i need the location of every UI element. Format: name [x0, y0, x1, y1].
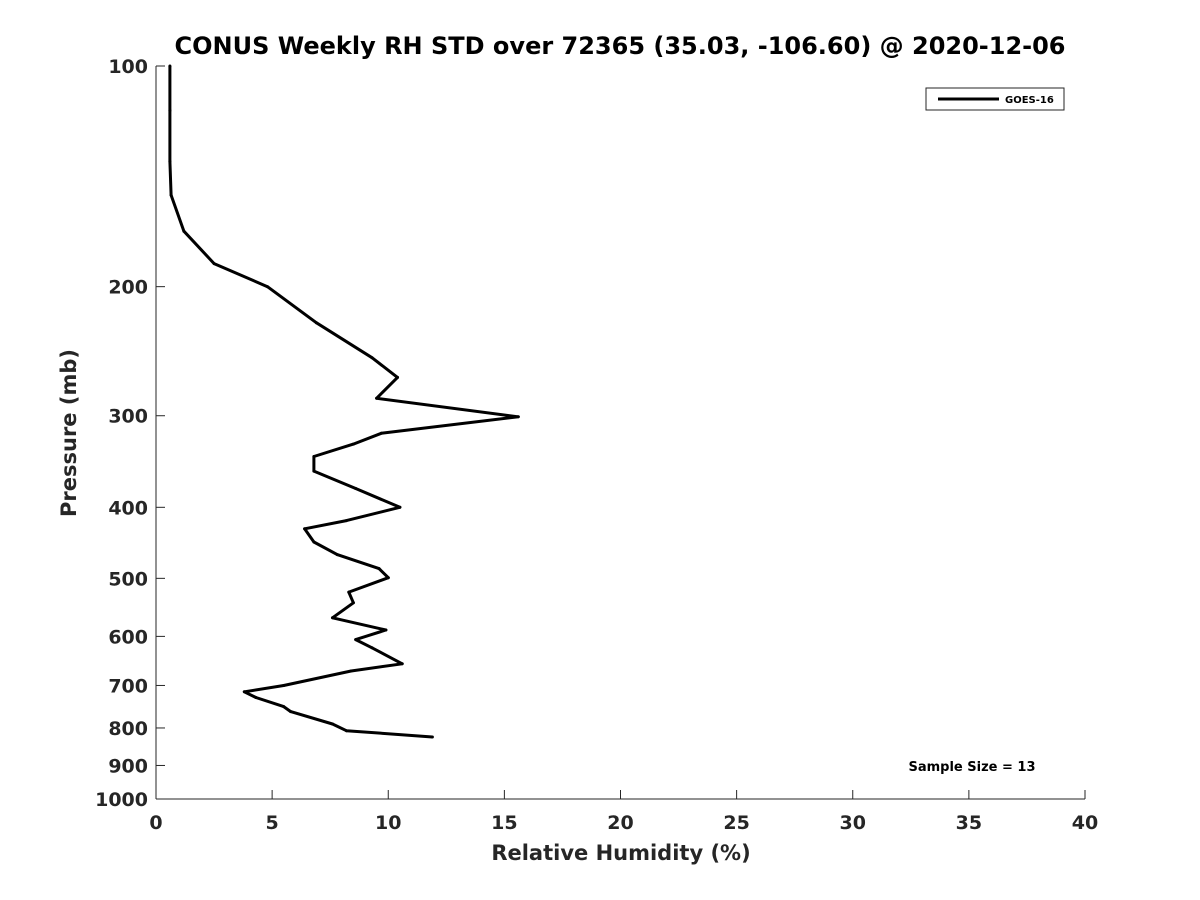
data-point	[370, 646, 374, 650]
data-point	[349, 669, 353, 673]
data-point	[314, 321, 318, 325]
data-point	[169, 193, 173, 197]
x-tick-label: 30	[840, 812, 866, 834]
y-tick-label: 500	[108, 568, 148, 590]
x-tick-label: 20	[607, 812, 633, 834]
data-point	[516, 415, 520, 419]
data-point	[312, 455, 316, 458]
x-tick-label: 0	[149, 812, 162, 834]
x-tick-label: 5	[266, 812, 279, 834]
data-point	[168, 64, 172, 68]
y-tick-label: 100	[108, 56, 148, 78]
series-line-1	[168, 66, 520, 739]
y-tick-label: 200	[108, 277, 148, 299]
data-point	[331, 616, 334, 620]
data-point	[398, 505, 402, 509]
y-tick-label: 800	[108, 718, 148, 740]
data-point	[303, 527, 307, 531]
data-point	[377, 567, 381, 571]
data-point	[312, 540, 316, 544]
data-point	[430, 735, 434, 739]
data-point	[384, 628, 388, 632]
x-tick-label: 35	[956, 812, 982, 834]
data-point	[289, 710, 293, 714]
data-point	[266, 285, 269, 289]
data-point	[242, 690, 246, 694]
y-tick-label: 700	[108, 675, 148, 697]
plot-area: 0 5 10 15 20 25 30 35 40 100 200 300 400 500 600 700 800…	[95, 56, 1098, 834]
data-point	[168, 160, 172, 163]
x-axis-label: Relative Humidity (%)	[491, 841, 750, 865]
y-tick-label: 300	[108, 406, 148, 428]
data-point	[354, 638, 358, 642]
data-point	[370, 356, 374, 360]
y-tick-label: 600	[108, 626, 148, 648]
data-point	[335, 553, 339, 557]
data-point	[182, 229, 186, 233]
data-point	[254, 696, 258, 699]
data-point	[212, 262, 216, 266]
y-axis-label: Pressure (mb)	[57, 349, 81, 517]
data-point	[344, 729, 348, 733]
x-tick-label: 40	[1072, 812, 1098, 834]
data-point	[386, 576, 390, 580]
data-point	[396, 375, 399, 379]
chart-title: CONUS Weekly RH STD over 72365 (35.03, -…	[174, 32, 1065, 60]
data-point	[351, 601, 355, 605]
data-point	[312, 469, 316, 473]
y-tick-label: 900	[108, 755, 148, 777]
x-tick-label: 10	[375, 812, 401, 834]
y-tick-label: 1000	[95, 789, 148, 811]
x-tick-label: 15	[491, 812, 517, 834]
data-point	[400, 662, 404, 666]
data-point	[331, 722, 334, 726]
legend-label-goes16: GOES-16	[1005, 95, 1054, 106]
data-point	[379, 431, 383, 435]
data-point	[344, 519, 348, 523]
y-tick-label: 400	[108, 497, 148, 519]
data-point	[282, 705, 286, 709]
sample-size-annotation: Sample Size = 13	[908, 760, 1035, 775]
data-point	[354, 487, 358, 490]
data-point	[351, 442, 355, 446]
data-point	[347, 590, 351, 594]
data-point	[375, 396, 379, 400]
data-point	[282, 684, 286, 687]
data-point	[168, 109, 172, 112]
x-tick-label: 25	[723, 812, 749, 834]
legend: GOES-16	[925, 87, 1065, 111]
